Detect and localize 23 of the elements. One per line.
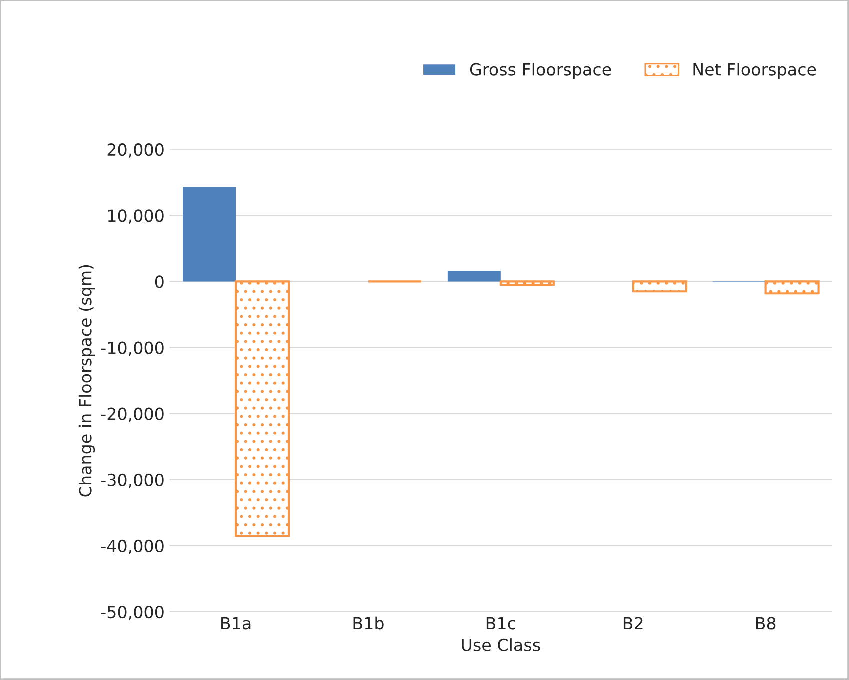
- legend-label: Gross Floorspace: [470, 62, 612, 80]
- bar: [764, 280, 820, 295]
- x-tick-label: B1a: [222, 617, 251, 630]
- x-tick-label: B1b: [354, 616, 384, 630]
- x-tick-label: B2: [624, 617, 643, 630]
- bar: [448, 271, 501, 282]
- x-tick-label: B8: [756, 617, 776, 630]
- y-tick-label: -20,000: [101, 408, 164, 422]
- bar: [632, 280, 688, 293]
- y-tick-label: -10,000: [101, 342, 164, 356]
- y-tick-label: 10,000: [108, 210, 164, 224]
- y-tick-label: 20,000: [108, 144, 164, 158]
- y-axis-title: Change in Floorspace (sqm): [78, 265, 96, 497]
- y-tick-label: -30,000: [101, 474, 164, 488]
- y-tick-label: -40,000: [101, 540, 164, 554]
- legend-label: Net Floorspace: [694, 62, 816, 80]
- x-tick-label: B1c: [486, 617, 516, 630]
- y-tick-label: 0: [155, 276, 164, 288]
- y-tick-label: -50,000: [101, 606, 164, 620]
- x-axis-title: Use Class: [462, 638, 540, 652]
- bar: [234, 280, 290, 538]
- bar: [500, 280, 555, 286]
- bar: [183, 187, 236, 282]
